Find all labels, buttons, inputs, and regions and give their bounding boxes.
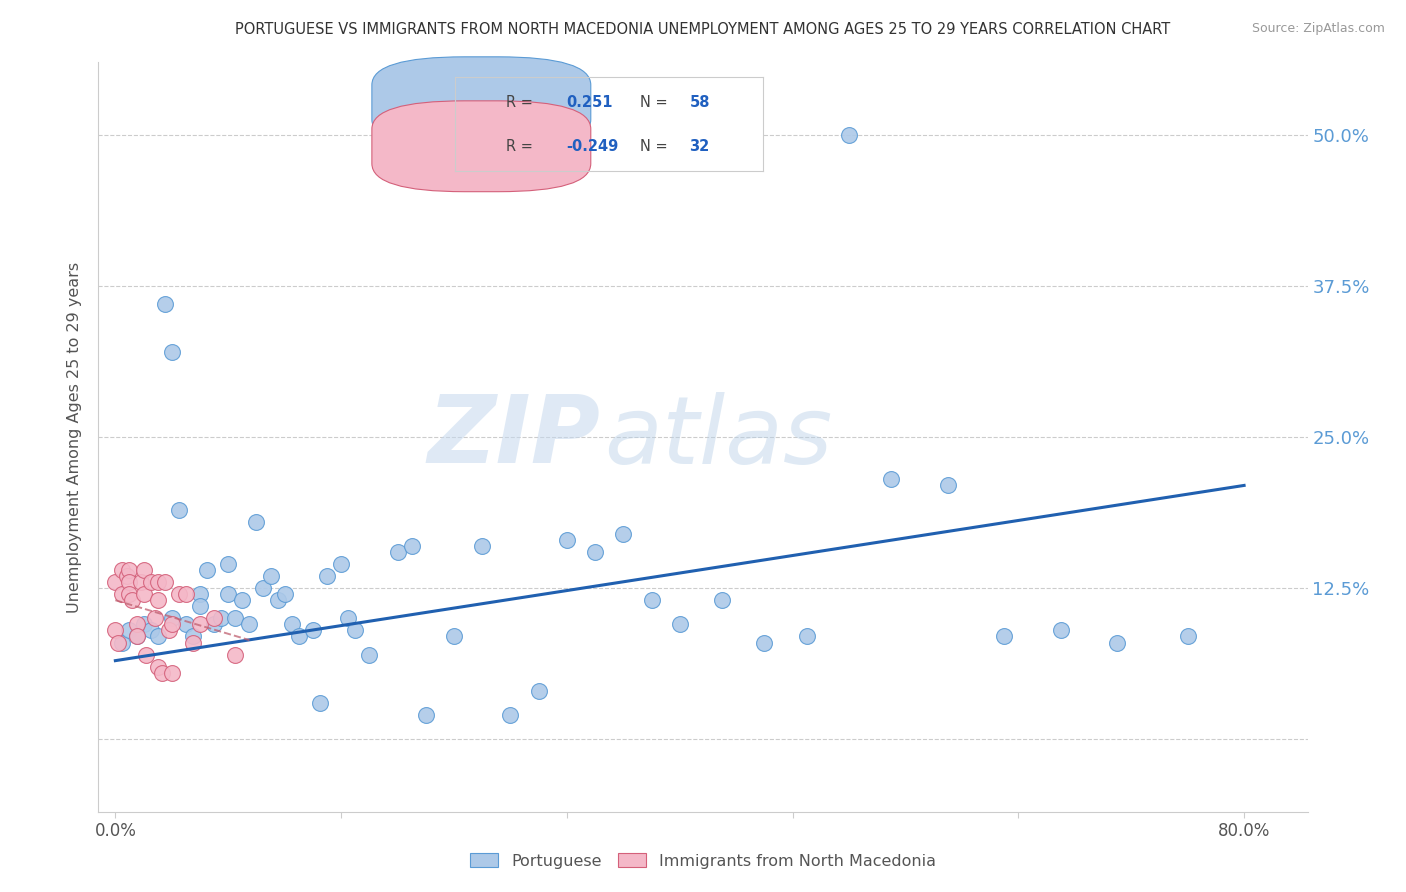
Point <box>132 587 155 601</box>
Point <box>104 624 127 638</box>
Point <box>118 624 141 638</box>
Point <box>471 539 494 553</box>
Point <box>224 648 246 662</box>
Point <box>612 526 634 541</box>
Point <box>302 624 325 638</box>
Point <box>443 630 465 644</box>
Point <box>202 617 225 632</box>
Point <box>160 617 183 632</box>
Point <box>499 708 522 723</box>
Point <box>153 297 176 311</box>
Point <box>111 587 134 601</box>
Point <box>231 593 253 607</box>
Point <box>160 345 183 359</box>
Point <box>224 611 246 625</box>
Point <box>401 539 423 553</box>
Point <box>1107 635 1129 649</box>
Point <box>135 648 157 662</box>
Point <box>330 557 353 571</box>
Point <box>252 581 274 595</box>
Point <box>188 617 211 632</box>
Point <box>104 575 127 590</box>
Point <box>259 569 281 583</box>
Point <box>121 593 143 607</box>
Point <box>188 587 211 601</box>
Point <box>111 635 134 649</box>
Point <box>936 478 959 492</box>
Point <box>309 696 332 710</box>
Point <box>118 587 141 601</box>
Point <box>174 617 197 632</box>
Point <box>209 611 232 625</box>
Point <box>181 635 204 649</box>
Point <box>115 569 138 583</box>
Point <box>1177 630 1199 644</box>
Point <box>143 611 166 625</box>
Point <box>555 533 578 547</box>
Point <box>359 648 381 662</box>
Point <box>195 563 218 577</box>
Point <box>146 630 169 644</box>
Point <box>167 502 190 516</box>
Point <box>125 630 148 644</box>
Point <box>167 587 190 601</box>
Point <box>527 684 550 698</box>
Point <box>160 665 183 680</box>
Point <box>245 515 267 529</box>
Point <box>754 635 776 649</box>
Point <box>415 708 437 723</box>
Point <box>129 575 152 590</box>
Point <box>238 617 260 632</box>
Text: atlas: atlas <box>603 392 832 483</box>
Legend: Portuguese, Immigrants from North Macedonia: Portuguese, Immigrants from North Macedo… <box>464 847 942 875</box>
Point <box>668 617 690 632</box>
Text: ZIP: ZIP <box>427 391 600 483</box>
Point <box>838 128 860 142</box>
Point <box>146 659 169 673</box>
Point <box>160 611 183 625</box>
Point <box>344 624 367 638</box>
Point <box>146 593 169 607</box>
Point <box>711 593 734 607</box>
Text: Source: ZipAtlas.com: Source: ZipAtlas.com <box>1251 22 1385 36</box>
Point <box>139 624 162 638</box>
Point <box>217 557 239 571</box>
Point <box>880 472 903 486</box>
Point <box>107 635 129 649</box>
Point <box>150 665 173 680</box>
Point <box>1049 624 1071 638</box>
Point <box>202 611 225 625</box>
Point <box>287 630 309 644</box>
Point <box>993 630 1015 644</box>
Point <box>640 593 662 607</box>
Y-axis label: Unemployment Among Ages 25 to 29 years: Unemployment Among Ages 25 to 29 years <box>67 261 83 613</box>
Point <box>316 569 339 583</box>
Point <box>273 587 295 601</box>
Point <box>583 545 606 559</box>
Point <box>125 617 148 632</box>
Point <box>132 617 155 632</box>
Point <box>217 587 239 601</box>
Point <box>125 630 148 644</box>
Point <box>157 624 180 638</box>
Point <box>139 575 162 590</box>
Point <box>111 563 134 577</box>
Point <box>153 575 176 590</box>
Point <box>337 611 360 625</box>
Point <box>118 563 141 577</box>
Point <box>146 575 169 590</box>
Point <box>387 545 409 559</box>
Point <box>118 575 141 590</box>
Point <box>280 617 302 632</box>
Point <box>188 599 211 614</box>
Point <box>181 630 204 644</box>
Text: PORTUGUESE VS IMMIGRANTS FROM NORTH MACEDONIA UNEMPLOYMENT AMONG AGES 25 TO 29 Y: PORTUGUESE VS IMMIGRANTS FROM NORTH MACE… <box>235 22 1171 37</box>
Point <box>796 630 818 644</box>
Point <box>174 587 197 601</box>
Point <box>266 593 288 607</box>
Point <box>132 563 155 577</box>
